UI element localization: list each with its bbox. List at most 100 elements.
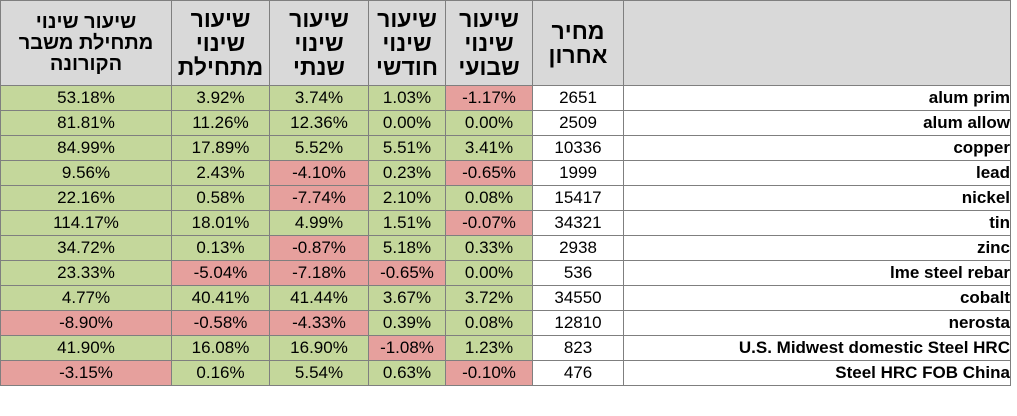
- cell-yearly-change: -0.87%: [269, 235, 369, 261]
- cell-yearly-change: 12.36%: [269, 110, 369, 136]
- header-commodity-name: [623, 0, 1011, 86]
- cell-weekly-change: -1.17%: [445, 85, 533, 111]
- table-row: 4.77% 40.41% 41.44% 3.67% 3.72% 34550 cobalt: [0, 285, 1011, 311]
- metals-price-table: שיעור שינוי מתחילת משבר הקורונה שיעור שי…: [0, 0, 1011, 386]
- table-row: 9.56% 2.43% -4.10% 0.23% -0.65% 1999 lead: [0, 160, 1011, 186]
- table-row: 23.33% -5.04% -7.18% -0.65% 0.00% 536 lme stee…: [0, 260, 1011, 286]
- cell-last-price: 536: [532, 260, 624, 286]
- cell-commodity-name: lme steel rebar: [623, 260, 1011, 286]
- cell-weekly-change: 3.72%: [445, 285, 533, 311]
- cell-yearly-change: -4.33%: [269, 310, 369, 336]
- cell-weekly-change: -0.65%: [445, 160, 533, 186]
- cell-ytd-change: -0.58%: [171, 310, 270, 336]
- cell-commodity-name: nickel: [623, 185, 1011, 211]
- cell-ytd-change: 11.26%: [171, 110, 270, 136]
- table-row: 84.99% 17.89% 5.52% 5.51% 3.41% 10336 copper: [0, 135, 1011, 161]
- table-row: -8.90% -0.58% -4.33% 0.39% 0.08% 12810 nerosta: [0, 310, 1011, 336]
- cell-monthly-change: 1.03%: [368, 85, 446, 111]
- header-monthly-change: שיעור שינוי חודשי: [368, 0, 446, 86]
- cell-ytd-change: 0.16%: [171, 360, 270, 386]
- cell-since-crisis-change: 84.99%: [0, 135, 172, 161]
- cell-monthly-change: 3.67%: [368, 285, 446, 311]
- header-weekly-change: שיעור שינוי שבועי: [445, 0, 533, 86]
- cell-yearly-change: 3.74%: [269, 85, 369, 111]
- cell-ytd-change: 16.08%: [171, 335, 270, 361]
- cell-last-price: 10336: [532, 135, 624, 161]
- cell-since-crisis-change: 22.16%: [0, 185, 172, 211]
- cell-ytd-change: 2.43%: [171, 160, 270, 186]
- header-yearly-change: שיעור שינוי שנתי: [269, 0, 369, 86]
- cell-monthly-change: 0.00%: [368, 110, 446, 136]
- table-row: 53.18% 3.92% 3.74% 1.03% -1.17% 2651 alum prim: [0, 85, 1011, 111]
- cell-commodity-name: Steel HRC FOB China: [623, 360, 1011, 386]
- table-row: 81.81% 11.26% 12.36% 0.00% 0.00% 2509 alum all…: [0, 110, 1011, 136]
- cell-commodity-name: lead: [623, 160, 1011, 186]
- cell-since-crisis-change: 41.90%: [0, 335, 172, 361]
- cell-yearly-change: 5.54%: [269, 360, 369, 386]
- cell-since-crisis-change: 9.56%: [0, 160, 172, 186]
- cell-monthly-change: 0.23%: [368, 160, 446, 186]
- cell-last-price: 2509: [532, 110, 624, 136]
- cell-weekly-change: 0.33%: [445, 235, 533, 261]
- cell-yearly-change: 41.44%: [269, 285, 369, 311]
- cell-monthly-change: 5.18%: [368, 235, 446, 261]
- cell-commodity-name: alum prim: [623, 85, 1011, 111]
- cell-ytd-change: 3.92%: [171, 85, 270, 111]
- cell-monthly-change: 2.10%: [368, 185, 446, 211]
- table-row: 22.16% 0.58% -7.74% 2.10% 0.08% 15417 nickel: [0, 185, 1011, 211]
- cell-monthly-change: 1.51%: [368, 210, 446, 236]
- cell-last-price: 476: [532, 360, 624, 386]
- header-last-price: מחיר אחרון: [532, 0, 624, 86]
- cell-commodity-name: copper: [623, 135, 1011, 161]
- cell-ytd-change: 0.58%: [171, 185, 270, 211]
- header-row: שיעור שינוי מתחילת משבר הקורונה שיעור שי…: [0, 0, 1011, 86]
- table-row: 114.17% 18.01% 4.99% 1.51% -0.07% 34321 tin: [0, 210, 1011, 236]
- cell-since-crisis-change: 114.17%: [0, 210, 172, 236]
- cell-monthly-change: -0.65%: [368, 260, 446, 286]
- cell-weekly-change: 0.00%: [445, 260, 533, 286]
- cell-last-price: 2938: [532, 235, 624, 261]
- table-row: -3.15% 0.16% 5.54% 0.63% -0.10% 476 Steel HRC …: [0, 360, 1011, 386]
- cell-last-price: 2651: [532, 85, 624, 111]
- cell-since-crisis-change: -8.90%: [0, 310, 172, 336]
- cell-ytd-change: 18.01%: [171, 210, 270, 236]
- cell-weekly-change: 1.23%: [445, 335, 533, 361]
- cell-ytd-change: 40.41%: [171, 285, 270, 311]
- table-row: 41.90% 16.08% 16.90% -1.08% 1.23% 823 U.S. Mid…: [0, 335, 1011, 361]
- cell-yearly-change: 5.52%: [269, 135, 369, 161]
- cell-yearly-change: -7.18%: [269, 260, 369, 286]
- cell-monthly-change: -1.08%: [368, 335, 446, 361]
- cell-yearly-change: -4.10%: [269, 160, 369, 186]
- cell-commodity-name: alum allow: [623, 110, 1011, 136]
- cell-ytd-change: 0.13%: [171, 235, 270, 261]
- cell-commodity-name: tin: [623, 210, 1011, 236]
- cell-last-price: 34550: [532, 285, 624, 311]
- cell-last-price: 34321: [532, 210, 624, 236]
- cell-since-crisis-change: 34.72%: [0, 235, 172, 261]
- cell-commodity-name: U.S. Midwest domestic Steel HRC: [623, 335, 1011, 361]
- header-since-crisis-change: שיעור שינוי מתחילת משבר הקורונה: [0, 0, 172, 86]
- table-row: 34.72% 0.13% -0.87% 5.18% 0.33% 2938 zinc: [0, 235, 1011, 261]
- header-ytd-change: שיעור שינוי מתחילת: [171, 0, 270, 86]
- cell-last-price: 823: [532, 335, 624, 361]
- cell-since-crisis-change: 81.81%: [0, 110, 172, 136]
- cell-yearly-change: 16.90%: [269, 335, 369, 361]
- cell-commodity-name: zinc: [623, 235, 1011, 261]
- cell-since-crisis-change: 53.18%: [0, 85, 172, 111]
- cell-since-crisis-change: -3.15%: [0, 360, 172, 386]
- cell-last-price: 1999: [532, 160, 624, 186]
- cell-monthly-change: 0.39%: [368, 310, 446, 336]
- cell-weekly-change: -0.10%: [445, 360, 533, 386]
- cell-monthly-change: 0.63%: [368, 360, 446, 386]
- cell-weekly-change: -0.07%: [445, 210, 533, 236]
- cell-last-price: 12810: [532, 310, 624, 336]
- cell-last-price: 15417: [532, 185, 624, 211]
- cell-ytd-change: -5.04%: [171, 260, 270, 286]
- cell-weekly-change: 0.08%: [445, 310, 533, 336]
- cell-weekly-change: 3.41%: [445, 135, 533, 161]
- cell-weekly-change: 0.08%: [445, 185, 533, 211]
- cell-commodity-name: nerosta: [623, 310, 1011, 336]
- cell-yearly-change: 4.99%: [269, 210, 369, 236]
- cell-monthly-change: 5.51%: [368, 135, 446, 161]
- cell-since-crisis-change: 4.77%: [0, 285, 172, 311]
